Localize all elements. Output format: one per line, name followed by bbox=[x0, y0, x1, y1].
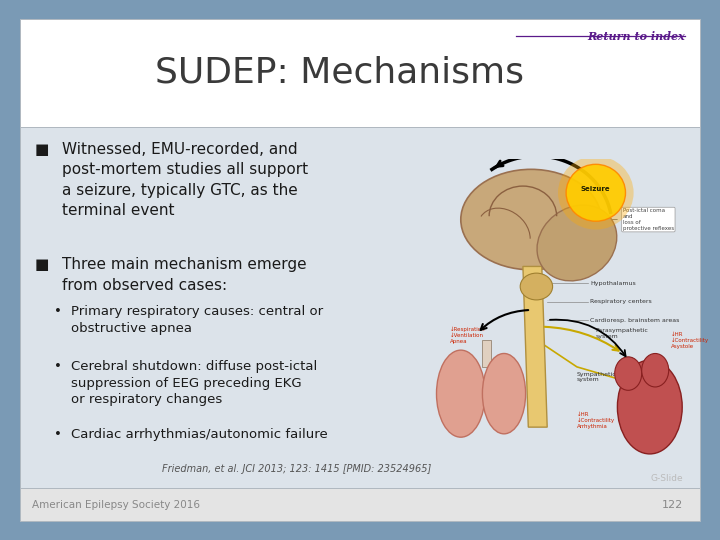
Text: Cardioresp. brainstem areas: Cardioresp. brainstem areas bbox=[590, 318, 680, 322]
Ellipse shape bbox=[558, 156, 634, 230]
Text: Cardiac arrhythmias/autonomic failure: Cardiac arrhythmias/autonomic failure bbox=[71, 428, 328, 441]
Ellipse shape bbox=[436, 350, 485, 437]
Ellipse shape bbox=[520, 273, 553, 300]
Ellipse shape bbox=[482, 354, 526, 434]
Polygon shape bbox=[523, 266, 547, 427]
Text: Cerebral shutdown: diffuse post-ictal
suppression of EEG preceding EKG
or respir: Cerebral shutdown: diffuse post-ictal su… bbox=[71, 360, 318, 407]
Text: Primary respiratory causes: central or
obstructive apnea: Primary respiratory causes: central or o… bbox=[71, 305, 323, 335]
Ellipse shape bbox=[461, 170, 601, 270]
Text: Three main mechanism emerge
from observed cases:: Three main mechanism emerge from observe… bbox=[63, 258, 307, 293]
Ellipse shape bbox=[642, 354, 669, 387]
Text: •: • bbox=[54, 360, 62, 373]
Text: Post-ictal coma
and
loss of
protective reflexes: Post-ictal coma and loss of protective r… bbox=[623, 208, 674, 231]
Text: Return to index: Return to index bbox=[587, 31, 685, 43]
FancyBboxPatch shape bbox=[20, 19, 700, 127]
Text: 122: 122 bbox=[662, 500, 683, 510]
Text: ↓HR
↓Contractility
Arrhythmia: ↓HR ↓Contractility Arrhythmia bbox=[577, 412, 615, 429]
Ellipse shape bbox=[615, 357, 642, 390]
Text: G-Slide: G-Slide bbox=[650, 475, 683, 483]
Text: Witnessed, EMU-recorded, and
post-mortem studies all support
a seizure, typicall: Witnessed, EMU-recorded, and post-mortem… bbox=[63, 142, 308, 218]
Text: Respiratory centers: Respiratory centers bbox=[590, 299, 652, 304]
Text: Hypothalamus: Hypothalamus bbox=[590, 281, 636, 286]
Text: Parasympathetic
system: Parasympathetic system bbox=[596, 328, 649, 339]
Text: Sympathetic
system: Sympathetic system bbox=[577, 372, 616, 382]
Polygon shape bbox=[482, 340, 490, 367]
Text: •: • bbox=[54, 428, 62, 441]
Ellipse shape bbox=[618, 360, 682, 454]
FancyBboxPatch shape bbox=[20, 127, 700, 489]
Text: ■: ■ bbox=[35, 258, 50, 273]
Text: •: • bbox=[54, 305, 62, 318]
Text: SUDEP: Mechanisms: SUDEP: Mechanisms bbox=[155, 56, 524, 90]
Ellipse shape bbox=[566, 164, 626, 221]
Ellipse shape bbox=[537, 205, 617, 281]
Text: ■: ■ bbox=[35, 142, 50, 157]
Text: American Epilepsy Society 2016: American Epilepsy Society 2016 bbox=[32, 500, 200, 510]
FancyBboxPatch shape bbox=[20, 489, 700, 521]
Text: ↓HR
↓Contractility
Asystole: ↓HR ↓Contractility Asystole bbox=[671, 332, 709, 349]
Text: Friedman, et al. JCI 2013; 123: 1415 [PMID: 23524965]: Friedman, et al. JCI 2013; 123: 1415 [PM… bbox=[162, 464, 431, 475]
Text: Seizure: Seizure bbox=[581, 186, 611, 192]
Text: ↓Respiration
↓Ventilation
Apnea: ↓Respiration ↓Ventilation Apnea bbox=[450, 327, 485, 343]
